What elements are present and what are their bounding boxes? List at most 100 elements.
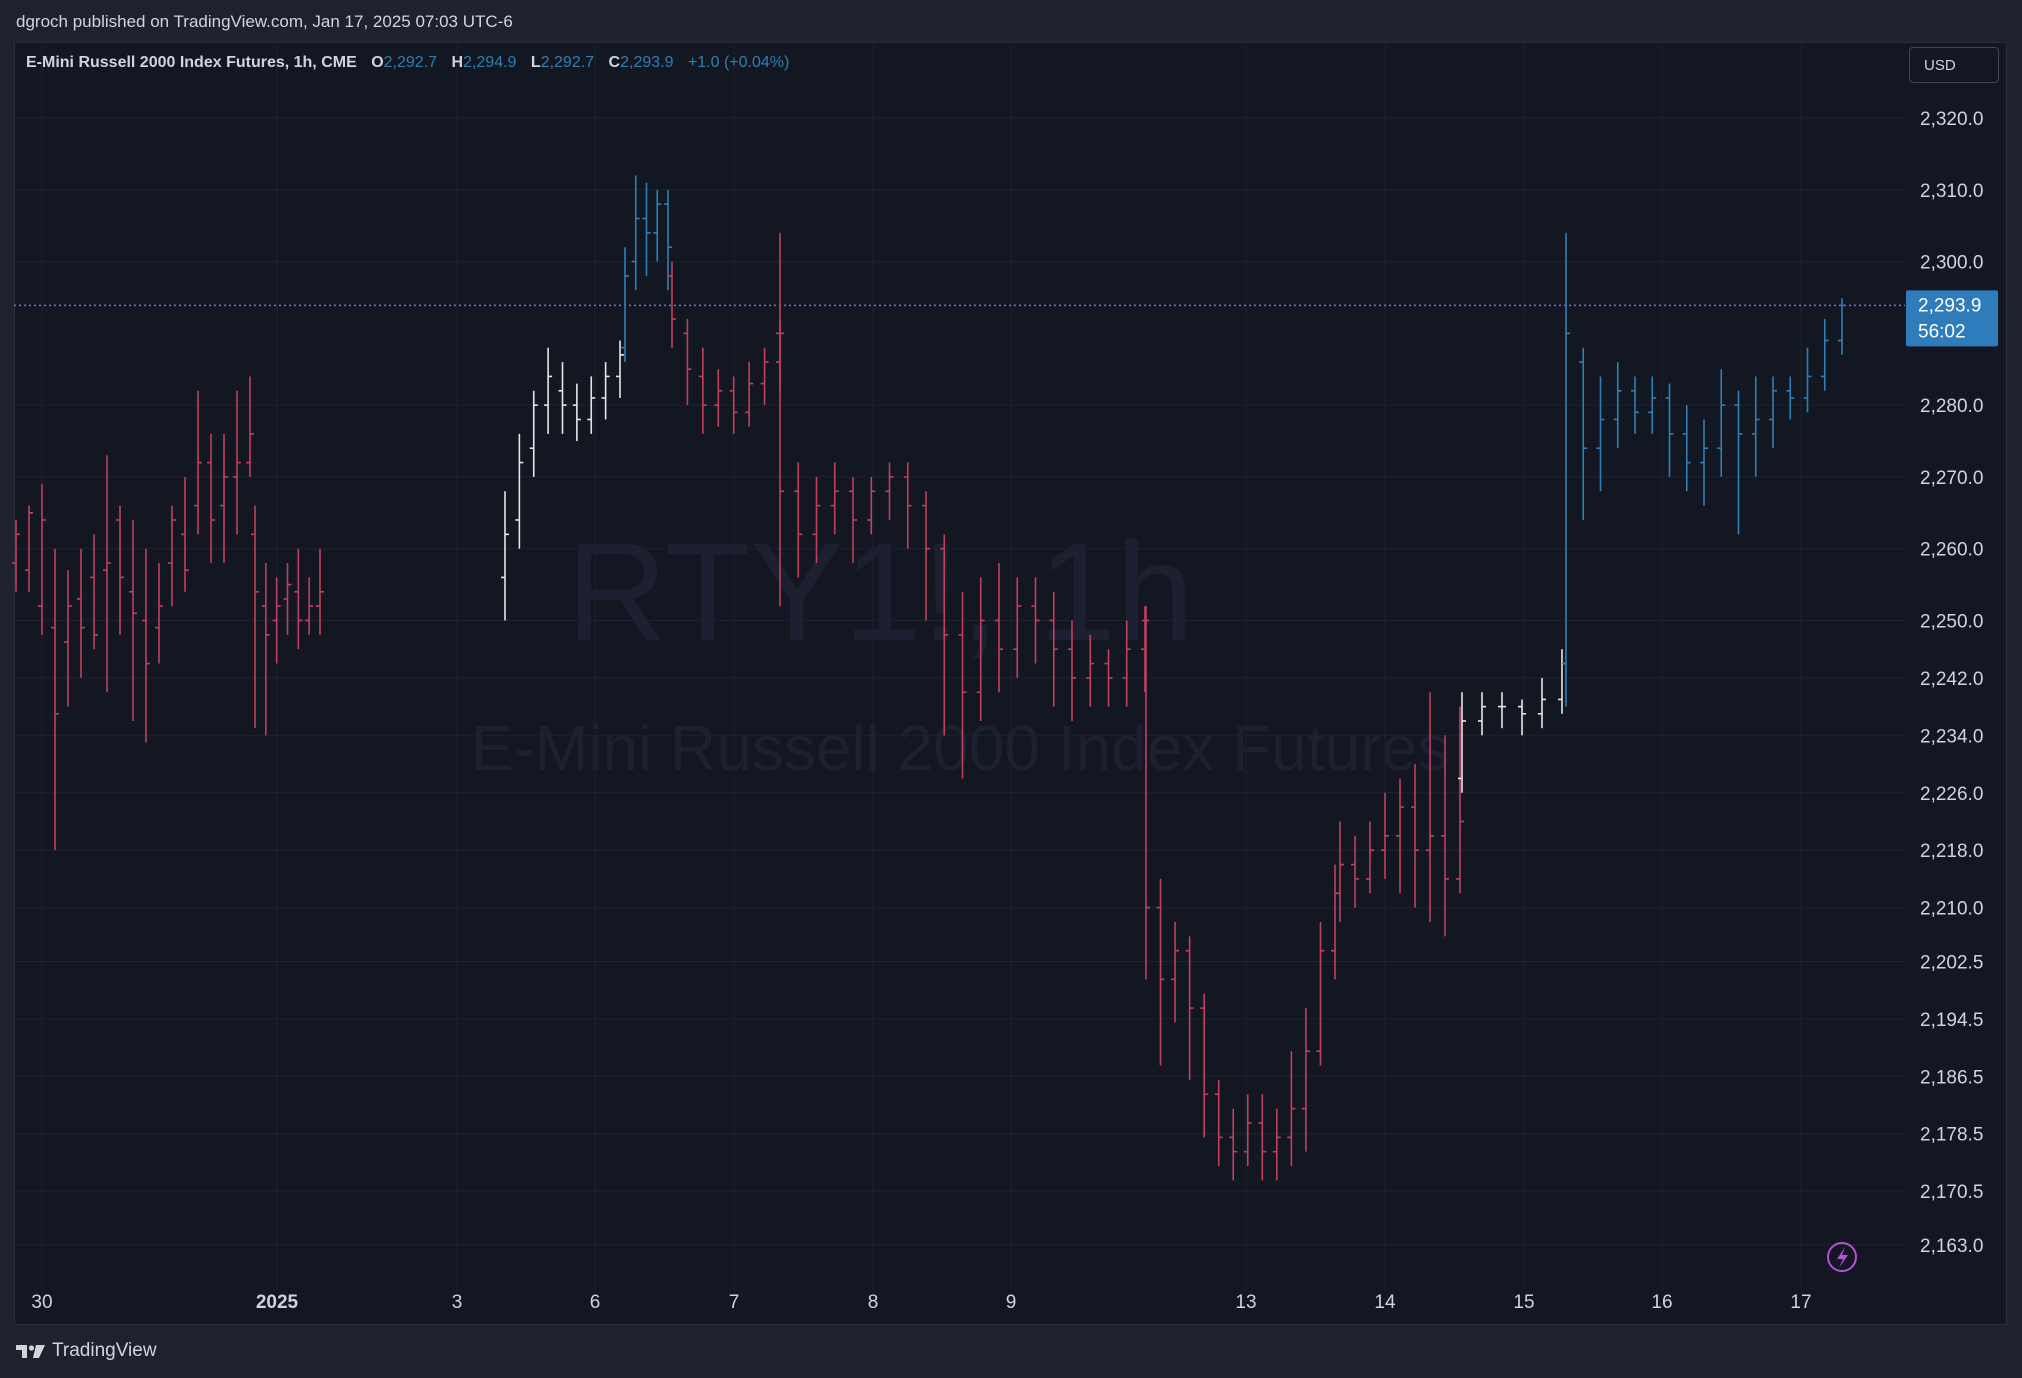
ohlc-bar — [683, 318, 692, 406]
ohlc-bar — [77, 548, 85, 678]
ohlc-bar — [207, 433, 215, 564]
ohlc-bar — [621, 247, 629, 363]
ohlc-bar — [316, 548, 324, 635]
y-tick-label: 2,300.0 — [1920, 253, 1983, 274]
ohlc-bar — [885, 462, 894, 520]
ohlc-bar — [1316, 921, 1325, 1066]
x-tick-label: 2025 — [256, 1292, 299, 1313]
high-value: 2,294.9 — [463, 54, 517, 71]
ohlc-bar — [1682, 405, 1691, 492]
ohlc-bar — [1122, 620, 1131, 707]
ohlc-bar — [1498, 692, 1506, 729]
price-badge: 2,293.9 56:02 — [1906, 290, 1998, 347]
ohlc-bar — [116, 505, 124, 635]
time-axis[interactable]: 30 2025 3 6 7 8 9 13 14 15 16 17 — [31, 1292, 1811, 1313]
ohlc-bar — [1272, 1108, 1281, 1181]
ohlc-bar — [1786, 376, 1795, 420]
close-label: C — [608, 54, 621, 71]
x-tick-label: 9 — [1006, 1292, 1017, 1313]
high-label: H — [451, 54, 464, 71]
ohlc-bar — [64, 570, 72, 707]
currency-selector[interactable]: USD — [1909, 47, 1999, 83]
symbol-line: E-Mini Russell 2000 Index Futures, 1h, C… — [26, 54, 357, 71]
ohlc-bar — [38, 484, 46, 635]
ohlc-bar — [1366, 821, 1374, 894]
ohlc-bar — [1838, 298, 1846, 355]
ohlc-bar — [1631, 376, 1639, 434]
ohlc-bar — [601, 362, 610, 420]
ohlc-bar — [745, 362, 754, 427]
ohlc-bar — [760, 347, 769, 406]
brand-name: TradingView — [52, 1340, 157, 1361]
ohlc-bar — [558, 362, 567, 434]
open-label: O — [371, 54, 384, 71]
ohlc-bar — [1287, 1051, 1296, 1167]
ohlc-bar — [1331, 864, 1339, 980]
ohlc-bar — [261, 563, 270, 736]
ohlc-bar — [12, 519, 20, 592]
ohlc-bar — [587, 376, 596, 434]
ohlc-bar — [903, 462, 912, 549]
x-tick-label: 3 — [452, 1292, 463, 1313]
ohlc-bar — [1579, 347, 1588, 520]
ohlc-bar — [129, 519, 137, 721]
ohlc-bar — [1013, 577, 1022, 678]
ohlc-bar — [572, 383, 581, 442]
price-badge-bg — [1906, 290, 1998, 347]
ohlc-bar — [1104, 649, 1113, 707]
x-tick-label: 16 — [1651, 1292, 1672, 1313]
y-tick-label: 2,280.0 — [1920, 396, 1983, 417]
ohlc-bar — [155, 563, 163, 664]
footer — [0, 1325, 2022, 1378]
ohlc-bar — [90, 534, 98, 650]
ohlc-bar — [1518, 699, 1526, 736]
ohlc-bar — [668, 261, 676, 348]
ohlc-bar — [529, 390, 538, 477]
x-tick-label: 14 — [1374, 1292, 1396, 1313]
ohlc-bar — [976, 577, 985, 721]
ohlc-bar — [515, 433, 524, 549]
ohlc-bar — [1049, 591, 1058, 707]
tradingview-brand[interactable]: TradingView — [16, 1340, 157, 1362]
y-tick-label: 2,260.0 — [1920, 540, 1983, 561]
x-tick-label: 7 — [729, 1292, 740, 1313]
ohlc-bar — [251, 505, 259, 729]
ohlc-bar — [940, 534, 949, 736]
ohlc-bar — [776, 318, 784, 607]
ohlc-bar — [1426, 692, 1434, 922]
ohlc-bars — [12, 175, 1846, 1181]
published-header: dgroch published on TradingView.com, Jan… — [0, 0, 2022, 42]
ohlc-bar — [1734, 390, 1743, 535]
x-tick-label: 17 — [1790, 1292, 1811, 1313]
ohlc-bar — [1458, 692, 1466, 793]
ohlc-bar — [272, 577, 281, 664]
grid — [14, 44, 1905, 1290]
y-tick-label: 2,170.5 — [1920, 1182, 1983, 1203]
ohlc-bar — [1351, 835, 1359, 908]
ohlc-bar — [1068, 620, 1076, 721]
chart-legend: E-Mini Russell 2000 Index Futures, 1h, C… — [26, 54, 789, 72]
watermark-name: E-Mini Russell 2000 Index Futures — [471, 712, 1449, 784]
watermark-symbol: RTY1!, 1h — [566, 513, 1194, 670]
price-axis[interactable]: 2,320.0 2,310.0 2,300.0 2,280.0 2,270.0 2,260… — [1920, 109, 1983, 1257]
ohlc-bar — [1301, 1008, 1310, 1152]
ohlc-bar — [1769, 376, 1777, 449]
y-tick-label: 2,270.0 — [1920, 468, 1983, 489]
ohlc-bar — [103, 455, 111, 693]
ohlc-bar — [1665, 383, 1674, 477]
ohlc-bar — [1751, 376, 1760, 477]
ohlc-bar — [1086, 634, 1095, 707]
y-tick-label: 2,310.0 — [1920, 181, 1983, 202]
y-tick-label: 2,234.0 — [1920, 726, 1983, 747]
ohlc-bar — [1142, 606, 1150, 980]
ohlc-bar — [1185, 936, 1194, 1080]
ohlc-bar — [1411, 764, 1419, 908]
y-tick-label: 2,320.0 — [1920, 109, 1983, 130]
ohlc-bar — [1258, 1094, 1267, 1181]
lightning-icon[interactable] — [1827, 1242, 1857, 1272]
ohlc-bar — [1717, 369, 1726, 477]
y-tick-label: 2,242.0 — [1920, 669, 1983, 690]
published-line: dgroch published on TradingView.com, Jan… — [16, 12, 513, 31]
ohlc-bar — [501, 491, 509, 621]
